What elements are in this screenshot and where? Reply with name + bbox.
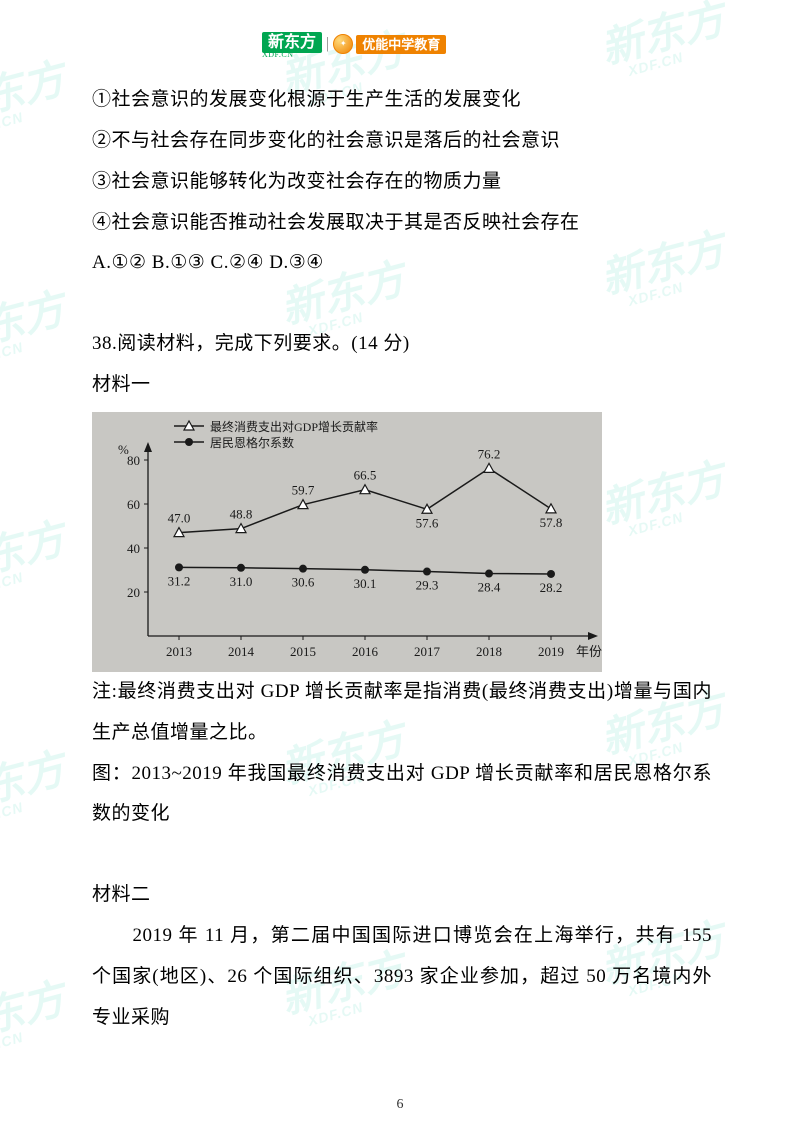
page-number: 6	[397, 1097, 404, 1113]
watermark: 新东方XDF.CN	[593, 0, 733, 84]
svg-text:29.3: 29.3	[416, 577, 439, 592]
svg-text:2017: 2017	[414, 644, 441, 659]
svg-text:2015: 2015	[290, 644, 316, 659]
statement-3: ③社会意识能够转化为改变社会存在的物质力量	[92, 162, 712, 203]
svg-text:2018: 2018	[476, 644, 502, 659]
statement-4: ④社会意识能否推动社会发展取决于其是否反映社会存在	[92, 203, 712, 244]
svg-text:47.0: 47.0	[168, 511, 191, 526]
svg-text:2014: 2014	[228, 644, 255, 659]
svg-text:2019: 2019	[538, 644, 564, 659]
watermark: 新东方XDF.CN	[0, 965, 73, 1064]
svg-text:31.2: 31.2	[168, 573, 191, 588]
logo-orange-text: 优能中学教育	[356, 35, 446, 54]
header-logo: 新东方 XDF.CN | ✦ 优能中学教育	[262, 28, 446, 59]
material-2-label: 材料二	[92, 875, 712, 916]
page-content: ①社会意识的发展变化根源于生产生活的发展变化 ②不与社会存在同步变化的社会意识是…	[92, 80, 712, 1039]
choices: A.①② B.①③ C.②④ D.③④	[92, 243, 712, 284]
svg-text:80: 80	[127, 453, 140, 468]
svg-text:30.6: 30.6	[292, 575, 315, 590]
svg-text:60: 60	[127, 497, 140, 512]
material-2-p1: 2019 年 11 月，第二届中国国际进口博览会在上海举行，共有 155 个国家…	[92, 916, 712, 1039]
svg-text:48.8: 48.8	[230, 507, 253, 522]
svg-text:%: %	[118, 442, 129, 457]
logo-orange: ✦ 优能中学教育	[333, 34, 446, 54]
statement-1: ①社会意识的发展变化根源于生产生活的发展变化	[92, 80, 712, 121]
svg-text:2013: 2013	[166, 644, 192, 659]
statement-2: ②不与社会存在同步变化的社会意识是落后的社会意识	[92, 121, 712, 162]
material-1-label: 材料一	[92, 365, 712, 406]
watermark: 新东方XDF.CN	[0, 275, 73, 374]
svg-text:28.2: 28.2	[540, 580, 563, 595]
svg-text:66.5: 66.5	[354, 468, 377, 483]
svg-text:28.4: 28.4	[478, 579, 501, 594]
svg-text:年份: 年份	[576, 644, 602, 659]
svg-text:40: 40	[127, 541, 140, 556]
svg-text:31.0: 31.0	[230, 574, 253, 589]
svg-text:30.1: 30.1	[354, 576, 377, 591]
figure-caption: 图：2013~2019 年我国最终消费支出对 GDP 增长贡献率和居民恩格尔系数…	[92, 754, 712, 836]
svg-text:76.2: 76.2	[478, 446, 501, 461]
svg-text:57.6: 57.6	[416, 515, 439, 530]
q38-prompt: 38.阅读材料，完成下列要求。(14 分)	[92, 324, 712, 365]
watermark: 新东方XDF.CN	[0, 735, 73, 834]
line-chart: 20 40 60 80% 2013 2014 2015 2016 2017 2018 2019 年份 4…	[92, 412, 602, 672]
svg-text:居民恩格尔系数: 居民恩格尔系数	[210, 435, 294, 450]
orange-circle-icon: ✦	[333, 34, 353, 54]
svg-text:2016: 2016	[352, 644, 379, 659]
svg-text:57.8: 57.8	[540, 515, 563, 530]
svg-text:59.7: 59.7	[292, 483, 315, 498]
chart-container: 20 40 60 80% 2013 2014 2015 2016 2017 2018 2019 年份 4…	[92, 412, 602, 672]
svg-text:最终消费支出对GDP增长贡献率: 最终消费支出对GDP增长贡献率	[210, 419, 378, 434]
svg-text:20: 20	[127, 585, 140, 600]
chart-note: 注:最终消费支出对 GDP 增长贡献率是指消费(最终消费支出)增量与国内生产总值…	[92, 672, 712, 754]
logo-separator: |	[326, 35, 329, 53]
watermark: 新东方XDF.CN	[0, 45, 73, 144]
watermark: 新东方XDF.CN	[0, 505, 73, 604]
